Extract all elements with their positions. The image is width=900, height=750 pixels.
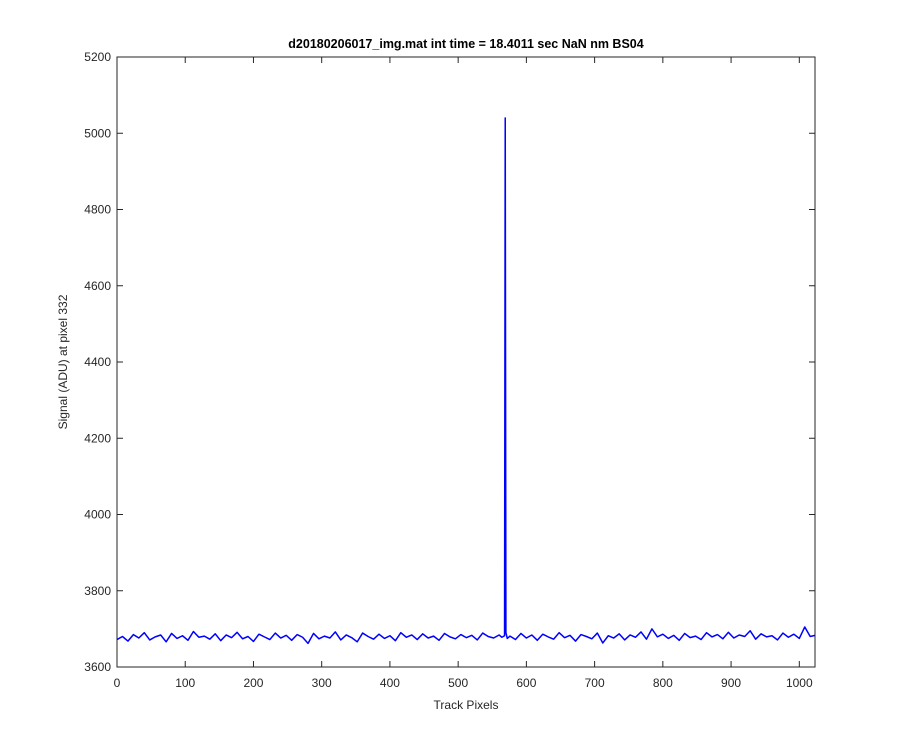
x-tick-label: 600	[516, 676, 536, 690]
y-tick-label: 4000	[84, 508, 111, 522]
x-tick-label: 700	[585, 676, 605, 690]
x-tick-label: 400	[380, 676, 400, 690]
chart-title: d20180206017_img.mat int time = 18.4011 …	[288, 37, 643, 51]
x-tick-label: 1000	[786, 676, 813, 690]
x-tick-label: 100	[175, 676, 195, 690]
y-axis-label: Signal (ADU) at pixel 332	[56, 294, 70, 429]
data-line	[116, 117, 816, 645]
y-tick-label: 4800	[84, 203, 111, 217]
y-tick-label: 4400	[84, 355, 111, 369]
x-tick-label: 800	[653, 676, 673, 690]
x-axis-label: Track Pixels	[434, 698, 499, 712]
x-tick-label: 0	[114, 676, 121, 690]
y-tick-label: 3800	[84, 584, 111, 598]
x-tick-label: 500	[448, 676, 468, 690]
y-tick-label: 4600	[84, 279, 111, 293]
y-tick-label: 5200	[84, 50, 111, 64]
x-tick-label: 200	[243, 676, 263, 690]
y-tick-label: 5000	[84, 126, 111, 140]
x-tick-label: 300	[312, 676, 332, 690]
y-tick-label: 4200	[84, 431, 111, 445]
y-tick-label: 3600	[84, 660, 111, 674]
x-tick-label: 900	[721, 676, 741, 690]
